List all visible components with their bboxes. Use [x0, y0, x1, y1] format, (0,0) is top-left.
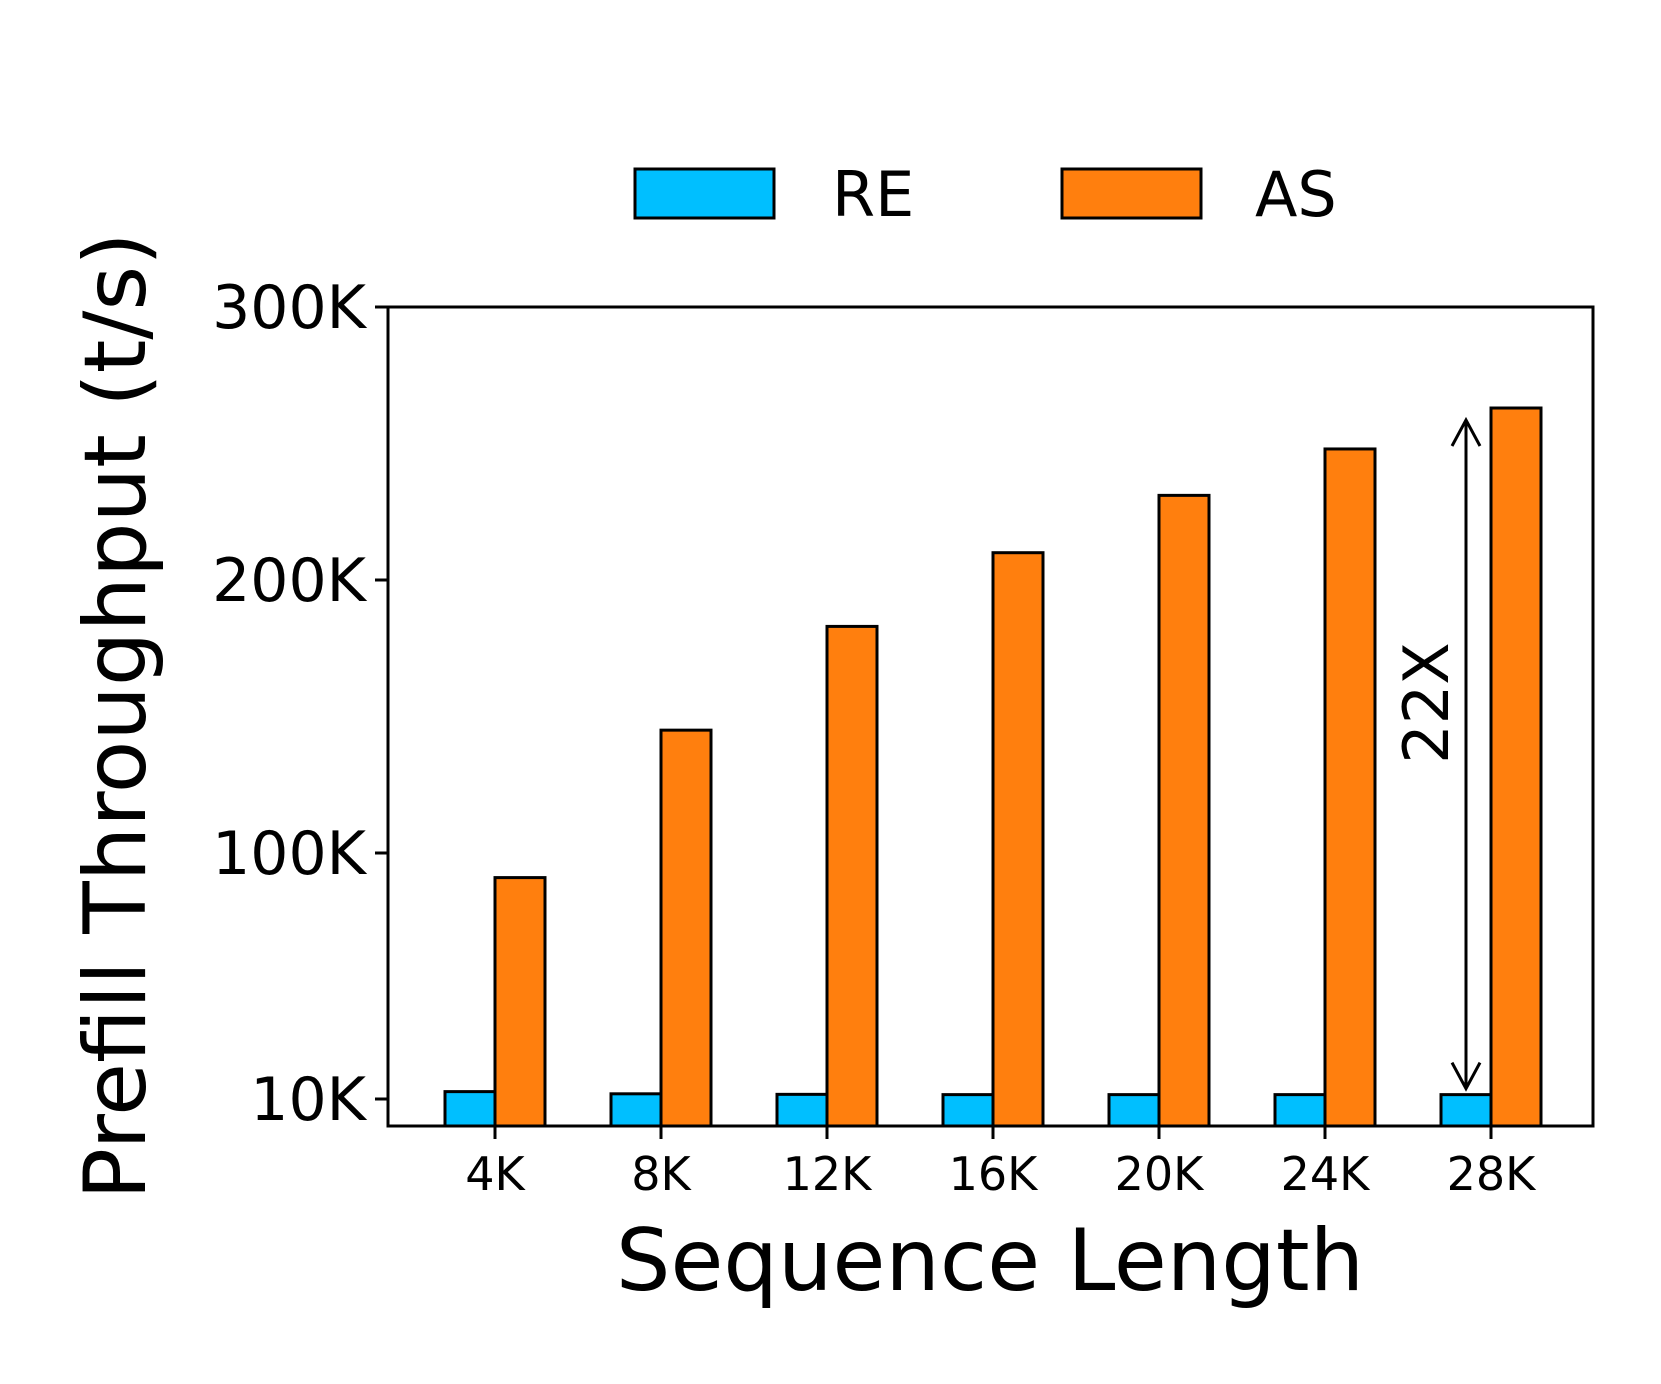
bar-re-4k: [443, 1090, 497, 1128]
x-tick-label-28k: 28K: [1447, 1147, 1538, 1201]
x-axis-title: Sequence Length: [616, 1211, 1364, 1311]
annotations-layer: 22X: [1390, 416, 1482, 1092]
y-axis-title: Prefill Throughput (t/s): [66, 232, 166, 1200]
y-tick-label-10k: 10K: [250, 1065, 367, 1135]
bar-re-16k: [941, 1093, 995, 1128]
annotation-arrow-head-bottom: [1450, 1061, 1482, 1092]
bar-re-20k: [1107, 1093, 1161, 1128]
x-tick-label-8k: 8K: [631, 1147, 692, 1201]
x-tick-label-12k: 12K: [783, 1147, 874, 1201]
x-tick-label-16k: 16K: [949, 1147, 1040, 1201]
plot-area-frame: [386, 305, 1595, 1128]
legend-swatch-re: [633, 167, 776, 220]
y-tick-label-100k: 100K: [212, 819, 368, 889]
x-tick-label-20k: 20K: [1115, 1147, 1206, 1201]
legend: RE AS: [633, 158, 1337, 231]
bar-as-16k: [991, 551, 1045, 1128]
bar-re-12k: [775, 1092, 829, 1128]
x-axis: 4K 8K 12K 16K 20K 24K 28K: [465, 1126, 1537, 1201]
legend-swatch-as: [1060, 167, 1203, 220]
bar-as-12k: [825, 624, 879, 1128]
y-axis: 10K 100K 200K 300K: [212, 273, 388, 1135]
bar-re-24k: [1273, 1093, 1327, 1128]
bar-as-8k: [659, 728, 713, 1128]
bar-as-4k: [493, 876, 547, 1128]
bar-re-28k: [1439, 1093, 1493, 1128]
legend-label-as: AS: [1255, 158, 1337, 231]
bar-re-8k: [609, 1092, 663, 1128]
y-tick-label-200k: 200K: [212, 546, 368, 616]
x-tick-label-4k: 4K: [465, 1147, 526, 1201]
annotation-label: 22X: [1390, 642, 1463, 763]
bar-as-20k: [1157, 493, 1211, 1128]
x-tick-label-24k: 24K: [1281, 1147, 1372, 1201]
legend-label-re: RE: [832, 158, 914, 231]
y-tick-label-300k: 300K: [212, 273, 368, 343]
bar-as-24k: [1323, 447, 1377, 1128]
annotation-arrow-head-top: [1450, 416, 1482, 447]
bar-as-28k: [1489, 406, 1543, 1128]
bars-layer: [443, 406, 1543, 1128]
